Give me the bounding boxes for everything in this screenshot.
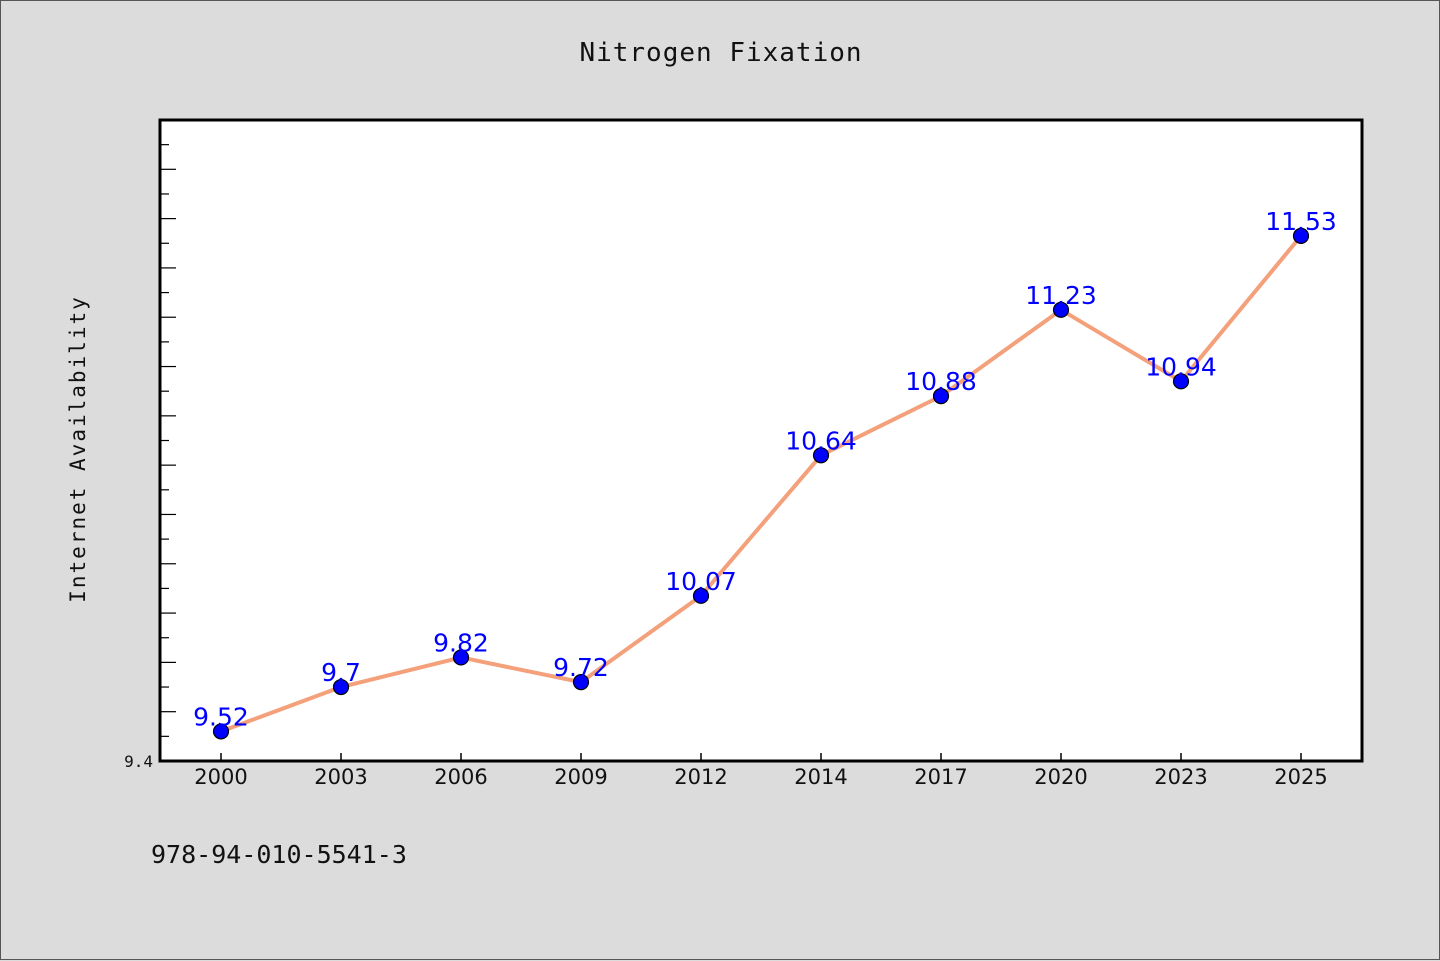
- x-tick-label: 2006: [434, 765, 487, 789]
- data-label: 10.64: [785, 426, 857, 455]
- x-tick-label: 2012: [674, 765, 727, 789]
- data-point: [932, 388, 950, 405]
- data-point: [692, 587, 710, 604]
- x-tick-label: 2023: [1154, 765, 1207, 789]
- data-point: [332, 678, 350, 696]
- x-tick-label: 2014: [794, 765, 847, 789]
- series-line-path: [220, 234, 1303, 734]
- data-label: 11.53: [1265, 207, 1337, 236]
- x-tick-label: 2009: [554, 765, 607, 789]
- x-tick-label: 2017: [914, 765, 967, 789]
- x-tick-label: 2003: [314, 765, 367, 789]
- data-point: [812, 447, 830, 464]
- data-label: 10.07: [665, 567, 737, 596]
- data-markers: [212, 227, 1310, 740]
- x-tick-label: 2025: [1274, 765, 1327, 789]
- data-point: [1172, 373, 1190, 390]
- data-label: 10.94: [1145, 352, 1217, 381]
- data-point: [452, 649, 470, 666]
- caption-text: 978-94-010-5541-3: [151, 840, 407, 869]
- data-label: 10.88: [905, 367, 977, 396]
- data-point: [212, 723, 230, 740]
- data-label: 9.52: [193, 702, 249, 731]
- plot-area: [158, 118, 1364, 763]
- data-point: [1052, 301, 1070, 318]
- y-axis-ticks: [160, 119, 176, 762]
- data-label: 9.7: [321, 658, 361, 687]
- y-axis-label: Internet Availability: [66, 295, 90, 603]
- series-line: [220, 234, 1303, 734]
- chart-title: Nitrogen Fixation: [579, 38, 862, 68]
- data-label: 11.23: [1025, 281, 1097, 310]
- data-label: 9.72: [553, 653, 609, 682]
- data-point: [572, 674, 590, 691]
- data-labels: 9.52 9.7 9.82 9.72 10.07 10.64 10.88 11.23 10.94…: [193, 207, 1337, 732]
- x-axis-ticks: 2000 2003 2006 2009 2012 2014 2017 2020 2023 2025: [194, 753, 1328, 789]
- x-tick-label: 2020: [1034, 765, 1087, 789]
- data-point: [1292, 227, 1310, 244]
- x-tick-label: 2000: [194, 765, 247, 789]
- y-tick-label: 9.4: [124, 752, 153, 771]
- data-label: 9.82: [433, 628, 489, 657]
